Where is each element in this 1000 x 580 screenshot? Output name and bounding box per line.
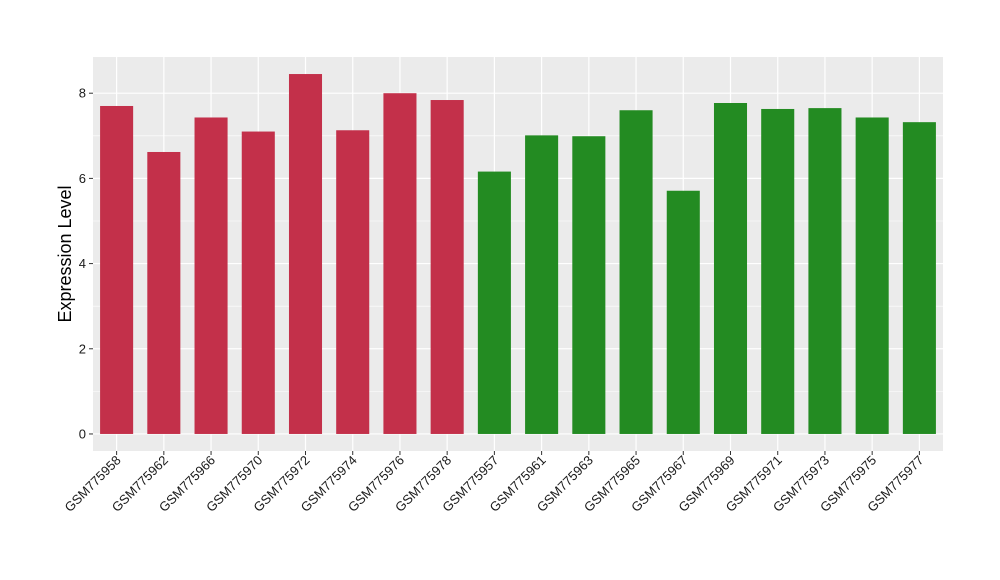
x-axis: GSM775958GSM775962GSM775966GSM775970GSM7…	[62, 451, 927, 515]
bar-GSM775973	[808, 108, 842, 434]
bar-GSM775976	[383, 93, 417, 434]
bar-series	[100, 74, 936, 434]
bar-GSM775977	[902, 122, 936, 434]
bar-GSM775965	[619, 110, 653, 434]
bar-GSM775970	[241, 131, 275, 434]
bar-GSM775971	[761, 108, 795, 434]
y-tick-label: 4	[79, 256, 86, 271]
bar-GSM775957	[477, 171, 511, 434]
y-tick-label: 0	[79, 426, 86, 441]
y-axis: 0 2 4 6 8	[79, 86, 93, 441]
y-tick-label: 8	[79, 86, 86, 101]
plot-panel	[93, 57, 943, 451]
bar-GSM775958	[100, 105, 134, 434]
minor-gridlines	[93, 135, 943, 392]
bar-GSM775962	[147, 151, 181, 434]
bar-GSM775967	[666, 190, 700, 434]
y-tick-label: 2	[79, 341, 86, 356]
bar-GSM775975	[855, 117, 889, 434]
bar-GSM775969	[713, 103, 748, 434]
y-axis-title: Expression Level	[55, 185, 75, 322]
bar-GSM775974	[336, 130, 370, 434]
bar-GSM775961	[525, 135, 559, 434]
y-tick-label: 6	[79, 171, 86, 186]
bar-GSM775972	[288, 74, 323, 434]
bar-GSM775978	[430, 100, 464, 434]
bar-GSM775963	[572, 136, 606, 434]
bar-GSM775966	[194, 117, 228, 434]
